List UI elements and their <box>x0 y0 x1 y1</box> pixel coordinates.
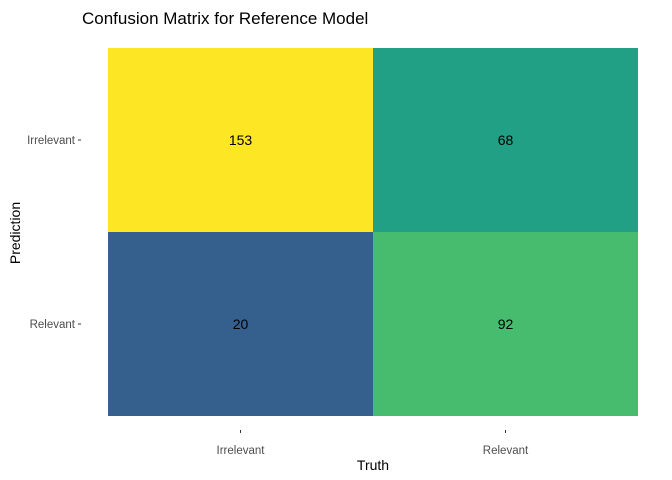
heatmap-cell <box>108 48 373 232</box>
y-axis-title: Prediction <box>7 202 23 264</box>
heatmap-cell <box>108 232 373 416</box>
cell-value-label: 153 <box>229 132 253 148</box>
x-tick-label: Relevant <box>483 445 529 457</box>
x-axis: Irrelevant Relevant <box>217 430 529 457</box>
cell-value-label: 92 <box>498 316 514 332</box>
x-axis-title: Truth <box>357 457 389 473</box>
y-axis: Irrelevant Relevant <box>27 135 81 331</box>
heatmap-cell <box>373 48 638 232</box>
x-tick-label: Irrelevant <box>217 445 266 457</box>
y-tick-label: Irrelevant <box>27 135 76 147</box>
heatmap-cell <box>373 232 638 416</box>
cell-value-label: 20 <box>233 316 249 332</box>
cell-value-label: 68 <box>498 132 514 148</box>
plot-area: 153 68 20 92 <box>108 48 638 416</box>
y-tick-label: Relevant <box>30 319 76 331</box>
chart-title: Confusion Matrix for Reference Model <box>82 9 368 28</box>
